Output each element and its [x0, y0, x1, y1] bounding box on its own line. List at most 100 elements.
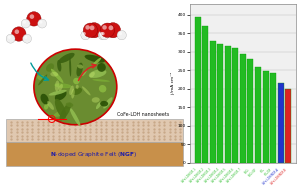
Ellipse shape	[73, 78, 80, 84]
Text: CoFe-LDH/GF-6: CoFe-LDH/GF-6	[219, 167, 235, 184]
Circle shape	[24, 36, 27, 39]
Ellipse shape	[55, 99, 66, 119]
Circle shape	[102, 25, 107, 30]
Circle shape	[117, 30, 126, 40]
Circle shape	[90, 25, 94, 30]
Ellipse shape	[69, 86, 74, 95]
Circle shape	[8, 36, 11, 39]
Ellipse shape	[85, 55, 105, 63]
Ellipse shape	[54, 83, 72, 88]
Ellipse shape	[49, 90, 67, 95]
Ellipse shape	[89, 72, 95, 78]
Ellipse shape	[70, 108, 80, 126]
Y-axis label: j /mA cm⁻²: j /mA cm⁻²	[172, 72, 176, 95]
Ellipse shape	[77, 64, 83, 69]
Bar	[210, 41, 216, 163]
Ellipse shape	[93, 58, 101, 65]
Ellipse shape	[46, 63, 54, 72]
Bar	[248, 59, 254, 163]
Ellipse shape	[37, 75, 48, 81]
Circle shape	[23, 21, 26, 24]
Circle shape	[100, 30, 109, 40]
Ellipse shape	[60, 103, 71, 121]
Circle shape	[83, 23, 97, 37]
Text: CoFe-LDH/GF-5: CoFe-LDH/GF-5	[211, 167, 228, 184]
Bar	[240, 54, 246, 163]
Ellipse shape	[55, 81, 60, 91]
Ellipse shape	[55, 84, 69, 88]
Bar	[255, 67, 261, 163]
Circle shape	[100, 23, 115, 37]
Circle shape	[27, 12, 41, 26]
Polygon shape	[6, 142, 183, 166]
Ellipse shape	[82, 86, 91, 95]
Ellipse shape	[54, 109, 70, 117]
Text: CoFe-LDH/GF-3: CoFe-LDH/GF-3	[196, 167, 213, 184]
Ellipse shape	[96, 102, 102, 109]
Circle shape	[23, 34, 31, 43]
Ellipse shape	[58, 84, 63, 91]
Ellipse shape	[99, 85, 106, 92]
Ellipse shape	[57, 60, 61, 72]
Circle shape	[98, 30, 108, 40]
Bar	[217, 44, 223, 163]
Text: $\mathbf{N}$-doped Graphite Felt ($\mathbf{NGF}$): $\mathbf{N}$-doped Graphite Felt ($\math…	[51, 149, 138, 159]
Ellipse shape	[40, 94, 49, 104]
Ellipse shape	[34, 49, 117, 125]
Ellipse shape	[97, 63, 106, 72]
Circle shape	[21, 19, 30, 28]
Ellipse shape	[69, 56, 71, 77]
Circle shape	[81, 30, 90, 40]
Text: CoFe-LDH nanosheets: CoFe-LDH nanosheets	[117, 112, 169, 117]
Text: IrO₂: IrO₂	[259, 167, 266, 173]
Ellipse shape	[72, 88, 82, 95]
Bar	[225, 46, 231, 163]
Text: CoFe-LDH/NGF-A: CoFe-LDH/NGF-A	[262, 167, 281, 185]
Ellipse shape	[51, 69, 63, 83]
Ellipse shape	[103, 97, 113, 108]
Text: IrO₂/GF: IrO₂/GF	[264, 167, 273, 176]
Bar	[202, 26, 208, 163]
Circle shape	[39, 21, 42, 24]
Bar	[285, 89, 291, 163]
Circle shape	[6, 34, 15, 43]
Text: CoFe-LDH/GF-4: CoFe-LDH/GF-4	[203, 167, 220, 184]
Circle shape	[87, 23, 102, 38]
Circle shape	[119, 32, 122, 35]
Text: CoFe-LDH/GF-7: CoFe-LDH/GF-7	[226, 167, 243, 184]
Ellipse shape	[47, 101, 54, 110]
Circle shape	[100, 32, 103, 35]
Ellipse shape	[38, 74, 47, 85]
Circle shape	[101, 32, 105, 35]
Ellipse shape	[77, 63, 83, 76]
Circle shape	[83, 32, 86, 35]
Ellipse shape	[100, 101, 108, 106]
Ellipse shape	[92, 79, 110, 82]
Circle shape	[38, 19, 47, 28]
Text: RuO₂: RuO₂	[243, 167, 251, 174]
Text: RuO₂/GF: RuO₂/GF	[248, 167, 258, 177]
Ellipse shape	[89, 69, 106, 78]
Ellipse shape	[50, 72, 58, 77]
Ellipse shape	[58, 53, 75, 63]
Text: CoFe-LDH/GF-2: CoFe-LDH/GF-2	[188, 167, 205, 184]
Bar	[270, 73, 276, 163]
Text: CoFe-LDH/NGF-B: CoFe-LDH/NGF-B	[270, 167, 288, 185]
Circle shape	[15, 29, 19, 34]
Ellipse shape	[44, 103, 49, 110]
Ellipse shape	[55, 91, 67, 101]
Ellipse shape	[82, 70, 87, 76]
Polygon shape	[6, 119, 183, 142]
Circle shape	[106, 23, 120, 38]
Ellipse shape	[76, 85, 79, 89]
Text: CoFe-LDH/GF-1: CoFe-LDH/GF-1	[181, 167, 198, 184]
Ellipse shape	[66, 102, 73, 107]
Bar	[195, 17, 201, 163]
Bar	[263, 71, 269, 163]
Ellipse shape	[71, 89, 75, 99]
Ellipse shape	[92, 97, 100, 103]
Bar	[277, 83, 284, 163]
Circle shape	[30, 14, 34, 19]
Circle shape	[12, 27, 26, 41]
Circle shape	[109, 25, 113, 30]
